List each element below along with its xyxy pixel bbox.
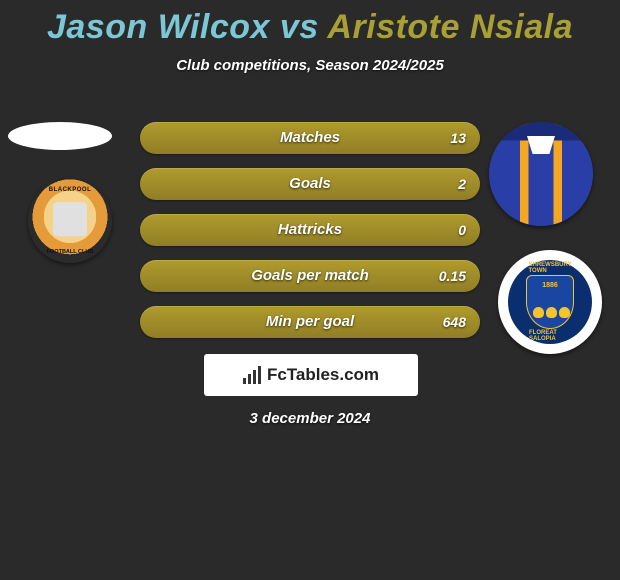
bar-icon-segment <box>248 374 251 384</box>
lion-icon <box>559 307 570 318</box>
stat-row-hattricks: Hattricks 0 <box>140 214 480 246</box>
stat-row-goals: Goals 2 <box>140 168 480 200</box>
player1-name: Jason Wilcox <box>47 8 270 46</box>
shrewsbury-ring-text-top: SHREWSBURY TOWN <box>528 262 571 274</box>
lion-icon <box>546 307 557 318</box>
blackpool-text-bottom: FOOTBALL CLUB <box>28 249 112 255</box>
shrewsbury-inner-ring: SHREWSBURY TOWN 1886 FLOREAT SALOPIA <box>508 260 592 344</box>
stat-right-value: 2 <box>458 168 466 200</box>
bar-icon-segment <box>258 366 261 384</box>
bar-icon-segment <box>243 378 246 384</box>
stats-container: Matches 13 Goals 2 Hattricks 0 Goals per… <box>140 122 480 352</box>
fctables-label: FcTables.com <box>267 365 379 385</box>
bar-icon-segment <box>253 370 256 384</box>
stat-right-value: 648 <box>443 306 466 338</box>
fctables-watermark: FcTables.com <box>204 354 418 396</box>
club-logo-left-1 <box>8 122 112 150</box>
stat-label: Goals <box>140 168 480 200</box>
snapshot-date: 3 december 2024 <box>0 410 620 427</box>
stat-label: Matches <box>140 122 480 154</box>
blackpool-tower-icon <box>53 202 87 236</box>
subtitle: Club competitions, Season 2024/2025 <box>0 57 620 74</box>
stat-row-goals-per-match: Goals per match 0.15 <box>140 260 480 292</box>
shrewsbury-year: 1886 <box>527 282 573 289</box>
shrewsbury-shield-icon: 1886 <box>526 275 574 329</box>
stat-right-value: 0 <box>458 214 466 246</box>
player2-name: Aristote Nsiala <box>327 8 573 46</box>
stat-row-min-per-goal: Min per goal 648 <box>140 306 480 338</box>
lion-icon <box>533 307 544 318</box>
club-logo-shrewsbury: SHREWSBURY TOWN 1886 FLOREAT SALOPIA <box>498 250 602 354</box>
stat-right-value: 0.15 <box>439 260 466 292</box>
stat-right-value: 13 <box>450 122 466 154</box>
stat-label: Hattricks <box>140 214 480 246</box>
shrewsbury-ring-text-bottom: FLOREAT SALOPIA <box>529 330 571 342</box>
stat-label: Goals per match <box>140 260 480 292</box>
vs-separator: vs <box>270 8 327 46</box>
blackpool-text-top: BLACKPOOL <box>28 187 112 193</box>
club-logo-blackpool: BLACKPOOL FOOTBALL CLUB <box>28 179 112 263</box>
bar-chart-icon <box>243 366 261 384</box>
comparison-title: Jason Wilcox vs Aristote Nsiala <box>0 0 620 47</box>
club-logo-everton <box>489 122 593 226</box>
stat-label: Min per goal <box>140 306 480 338</box>
stat-row-matches: Matches 13 <box>140 122 480 154</box>
